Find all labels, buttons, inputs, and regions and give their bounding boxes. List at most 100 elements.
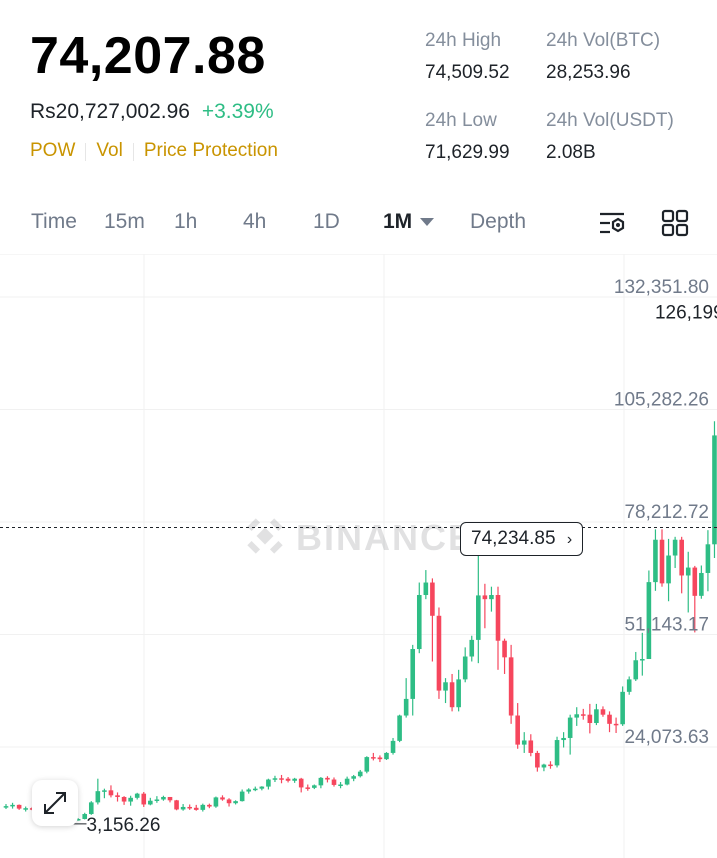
candle [449, 673, 455, 712]
chart-settings-icon[interactable] [597, 208, 627, 238]
candle-body [561, 737, 566, 741]
candle-body [554, 740, 560, 766]
candle-body [548, 764, 553, 767]
candle [10, 802, 15, 809]
tab-15m[interactable]: 15m [104, 210, 145, 233]
candle-body [712, 435, 717, 545]
candle-body [312, 785, 317, 788]
candle-body [659, 539, 665, 584]
tab-time[interactable]: Time [31, 210, 77, 233]
candle [266, 778, 271, 790]
stat-label: 24h High [425, 30, 502, 51]
candle [679, 536, 684, 594]
candle [377, 755, 383, 763]
candle [279, 774, 284, 784]
candle [633, 651, 639, 682]
y-tick-label: 132,351.80 [614, 277, 709, 298]
candle [541, 763, 547, 772]
candle [226, 798, 232, 807]
candle [653, 529, 658, 591]
candle-body [384, 752, 389, 760]
candle-body [134, 793, 140, 798]
candle [403, 678, 409, 718]
candle-body [397, 715, 402, 741]
tag-price-protection[interactable]: Price Protection [143, 140, 278, 161]
candle [161, 795, 166, 801]
candle-body [167, 796, 173, 801]
candle-body [233, 801, 238, 804]
tab-depth[interactable]: Depth [470, 210, 527, 233]
expand-icon [44, 792, 66, 814]
candle [384, 752, 389, 760]
price-change: +3.39% [201, 100, 274, 123]
candle [423, 570, 429, 600]
candle-body [541, 764, 547, 768]
tab-1h[interactable]: 1h [174, 210, 198, 233]
candle-body [567, 717, 573, 738]
tag-pow[interactable]: POW [30, 140, 76, 161]
candle-body [607, 714, 612, 724]
candle [252, 786, 258, 792]
chevron-down-icon [420, 218, 435, 227]
candle [594, 703, 599, 726]
tab-4h[interactable]: 4h [243, 210, 267, 233]
candle-body [344, 778, 350, 785]
stat-value: 2.08B [546, 142, 596, 163]
candle-body [594, 709, 599, 724]
candle-body [154, 799, 160, 801]
candle-body [141, 793, 147, 805]
max-price-label: 126,199.63 [655, 303, 717, 324]
candle [154, 796, 160, 803]
tab-1m[interactable]: 1M [383, 210, 435, 234]
candle [659, 529, 665, 587]
candle [213, 796, 219, 808]
candle [620, 686, 625, 726]
y-tick-label: 78,212.72 [624, 502, 709, 523]
candle-body [148, 800, 153, 805]
candle [587, 703, 593, 734]
candle [200, 803, 206, 812]
candle-body [600, 709, 606, 715]
current-price-label[interactable]: 74,234.85 › [460, 522, 584, 556]
candle-body [298, 778, 304, 788]
candle-body [102, 790, 107, 792]
stat-value: 74,509.52 [425, 62, 510, 83]
candle [535, 750, 540, 772]
candle-body [351, 776, 356, 779]
candle-body [502, 640, 507, 658]
price-sub-row: Rs20,727,002.96 +3.39% [30, 100, 274, 124]
candle [646, 570, 652, 660]
candle [121, 796, 127, 805]
expand-button[interactable] [32, 780, 78, 826]
candle-body [220, 797, 225, 800]
candle-body [613, 723, 619, 726]
candle [115, 792, 120, 802]
candle-body [325, 777, 330, 780]
candle [16, 804, 22, 810]
candlestick-chart[interactable]: BINANCE 132,351.80 105,282.26 78,212.72 51,… [0, 254, 717, 858]
candle [75, 818, 81, 821]
candle-body [259, 786, 265, 789]
candle [193, 804, 199, 811]
watermark-text: BINANCE [296, 517, 474, 558]
candle-body [207, 804, 212, 807]
candle-body [646, 582, 652, 660]
candle [574, 707, 580, 726]
candle [705, 530, 711, 592]
candle-body [75, 819, 81, 821]
candle [285, 777, 291, 783]
candle [351, 774, 356, 782]
tag-vol[interactable]: Vol [96, 140, 123, 161]
candle-body [305, 787, 311, 789]
candle [88, 801, 94, 815]
candle-body [653, 539, 658, 583]
grid-layout-icon[interactable] [660, 208, 690, 238]
candle-body [495, 595, 501, 641]
candle-body [239, 791, 245, 802]
candle-body [16, 804, 22, 809]
candle [462, 647, 468, 683]
candle-body [515, 715, 520, 745]
last-price: 74,207.88 [30, 27, 266, 85]
tab-1d[interactable]: 1D [313, 210, 340, 233]
candle-body [272, 778, 278, 780]
